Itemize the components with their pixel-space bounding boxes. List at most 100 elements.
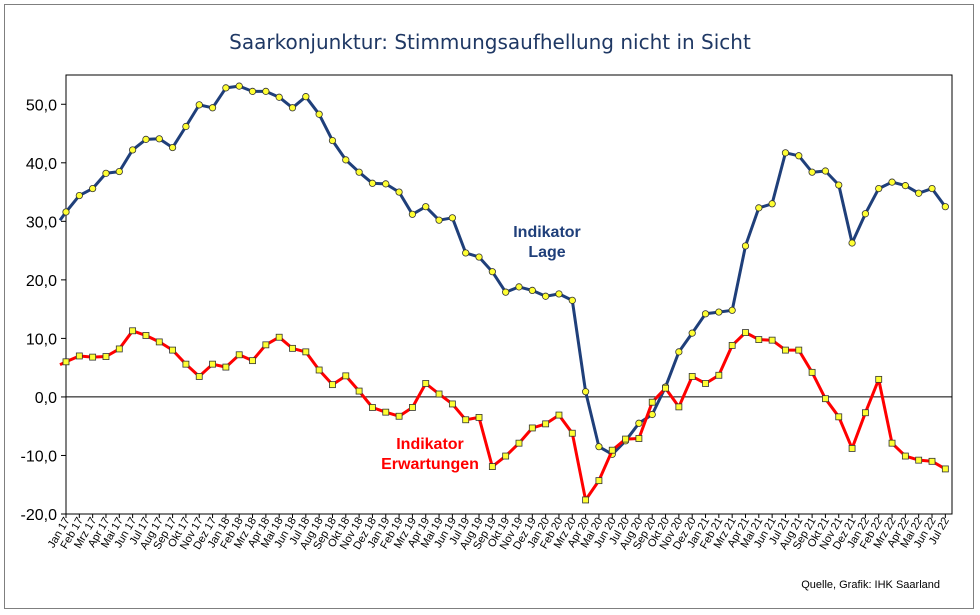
data-point	[182, 360, 190, 368]
data-point	[835, 413, 843, 421]
data-point	[155, 135, 163, 143]
data-point	[901, 182, 909, 190]
data-point	[262, 341, 270, 349]
data-point	[409, 404, 416, 411]
data-point	[235, 351, 243, 359]
data-point	[475, 253, 483, 261]
series-line-1	[59, 329, 947, 502]
data-point	[448, 400, 456, 408]
data-point	[488, 268, 496, 276]
data-point	[195, 373, 203, 380]
data-point	[342, 372, 350, 380]
y-tick-label: -20,0	[21, 507, 58, 524]
data-point	[688, 373, 696, 380]
data-point	[662, 384, 669, 392]
data-point	[755, 204, 763, 212]
data-point	[701, 310, 710, 318]
data-point	[209, 360, 216, 368]
data-point	[89, 184, 97, 193]
data-point	[262, 87, 270, 95]
data-point	[648, 398, 656, 406]
data-point	[302, 348, 310, 356]
data-point	[528, 424, 536, 432]
data-point	[822, 395, 829, 403]
data-point	[821, 167, 830, 175]
data-point	[142, 332, 150, 339]
data-point	[608, 446, 616, 454]
data-point	[741, 242, 750, 250]
data-point	[728, 306, 736, 314]
data-point	[435, 216, 443, 224]
data-point	[848, 445, 856, 452]
data-point	[755, 336, 763, 343]
data-point	[848, 239, 856, 247]
data-point	[528, 286, 536, 295]
data-point	[129, 146, 137, 154]
data-point	[222, 363, 230, 371]
data-point	[488, 463, 496, 470]
data-point	[555, 290, 563, 298]
y-tick-label: 50,0	[26, 97, 57, 114]
data-point	[195, 101, 203, 109]
data-point	[702, 380, 709, 387]
data-point	[835, 181, 843, 189]
data-point	[462, 249, 470, 257]
data-point	[208, 104, 217, 112]
data-point	[249, 357, 256, 365]
data-point	[382, 408, 390, 416]
data-point	[635, 419, 643, 427]
data-point	[742, 329, 749, 336]
series-label: Indikator	[513, 224, 581, 241]
y-tick-label: 40,0	[26, 156, 57, 173]
data-point	[102, 169, 110, 177]
chart-frame	[4, 4, 974, 609]
data-point	[901, 452, 909, 460]
data-point	[235, 82, 243, 90]
data-point	[782, 346, 789, 354]
data-point	[315, 366, 323, 374]
data-point	[75, 352, 83, 360]
chart-title: Saarkonjunktur: Stimmungsaufhellung nich…	[229, 30, 751, 54]
data-point	[222, 84, 230, 92]
data-point	[502, 452, 510, 460]
data-point	[861, 409, 869, 417]
data-point	[395, 188, 403, 196]
data-point	[515, 283, 523, 291]
y-tick-label: -10,0	[21, 448, 58, 465]
data-point	[408, 210, 417, 218]
data-point	[928, 184, 936, 193]
data-point	[328, 136, 337, 145]
data-point	[422, 203, 430, 211]
data-point	[582, 388, 590, 396]
source-note: Quelle, Grafik: IHK Saarland	[801, 579, 940, 591]
data-point	[928, 457, 936, 465]
y-tick-label: 0,0	[35, 390, 57, 407]
data-point	[89, 353, 97, 361]
data-point	[808, 168, 816, 176]
data-point	[715, 371, 723, 379]
data-point	[795, 346, 803, 354]
data-point	[355, 387, 363, 395]
data-point	[435, 390, 443, 398]
data-point	[368, 179, 377, 187]
data-point	[635, 435, 643, 442]
data-point	[448, 214, 456, 222]
data-point	[568, 429, 576, 437]
data-point	[62, 208, 70, 216]
data-point	[369, 404, 376, 411]
data-point	[715, 308, 723, 316]
data-point	[595, 443, 603, 451]
data-point	[115, 345, 123, 353]
series-label: Erwartungen	[381, 456, 479, 473]
data-point	[288, 104, 297, 112]
data-point	[355, 168, 363, 176]
data-point	[542, 420, 550, 428]
y-tick-label: 30,0	[26, 214, 57, 231]
data-point	[168, 143, 177, 152]
data-point	[502, 288, 510, 296]
data-point	[768, 336, 776, 344]
data-point	[622, 435, 629, 443]
data-point	[422, 380, 430, 387]
data-point	[595, 477, 603, 485]
data-point	[768, 200, 776, 208]
